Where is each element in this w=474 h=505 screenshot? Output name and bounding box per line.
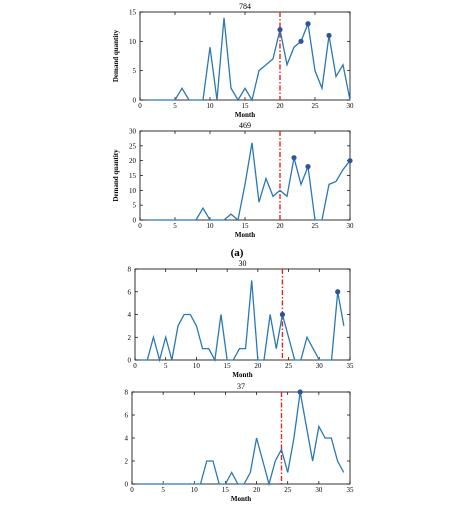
x-tick-label: 20 [277, 102, 285, 110]
x-axis-label: Month [231, 495, 251, 503]
y-tick-label: 10 [129, 38, 137, 46]
x-tick-label: 15 [242, 222, 250, 230]
x-tick-label: 25 [312, 102, 320, 110]
x-tick-label: 15 [222, 486, 230, 494]
y-tick-label: 15 [129, 9, 137, 17]
x-tick-label: 10 [191, 486, 199, 494]
x-tick-label: 30 [316, 362, 324, 370]
x-tick-label: 5 [164, 362, 168, 370]
x-tick-label: 30 [347, 222, 355, 230]
chart-panel-4: 0 5 10 15 20 25 30 35 0 2 4 6 8 37 Month [125, 382, 355, 503]
chart-title: 30 [239, 259, 247, 268]
y-tick-label: 5 [133, 202, 137, 210]
chart-title: 784 [239, 2, 251, 11]
x-tick-label: 0 [138, 102, 142, 110]
y-tick-label: 0 [133, 97, 137, 105]
x-tick-label: 10 [207, 102, 215, 110]
x-tick-label: 10 [207, 222, 215, 230]
series-line [138, 391, 345, 487]
data-point-marker [277, 27, 283, 33]
plot-frame [134, 268, 351, 361]
y-tick-label: 6 [128, 288, 132, 296]
y-tick-label: 6 [125, 412, 129, 420]
x-tick-label: 35 [347, 362, 355, 370]
y-tick-label: 10 [129, 187, 137, 195]
y-tick-label: 8 [125, 389, 129, 397]
y-tick-label: 0 [125, 481, 129, 489]
chart-title: 469 [239, 121, 251, 130]
plot-frame [139, 11, 351, 101]
chart-panel-3: 0 5 10 15 20 25 30 35 0 2 4 6 8 30 Month [128, 259, 355, 379]
x-tick-label: 15 [224, 362, 232, 370]
data-point-marker [298, 38, 304, 44]
x-tick-label: 10 [193, 362, 201, 370]
data-point-marker [305, 21, 311, 27]
x-tick-label: 15 [242, 102, 250, 110]
y-tick-label: 2 [125, 458, 129, 466]
x-tick-label: 5 [161, 486, 165, 494]
x-axis-label: Month [235, 231, 255, 239]
x-tick-label: 0 [138, 222, 142, 230]
data-point-marker [279, 311, 286, 318]
data-point-marker [305, 164, 311, 170]
x-tick-label: 5 [173, 222, 177, 230]
y-tick-label: 20 [129, 157, 137, 165]
data-point-marker [326, 32, 332, 39]
y-tick-label: 0 [133, 217, 137, 225]
data-point-marker [335, 289, 341, 295]
x-tick-label: 35 [347, 486, 355, 494]
x-tick-label: 20 [277, 222, 285, 230]
x-tick-label: 25 [284, 486, 292, 494]
data-point-marker [291, 155, 297, 161]
y-tick-label: 15 [129, 172, 137, 180]
y-axis-label: Demand quantity [112, 29, 120, 82]
plot-frame [139, 130, 351, 221]
y-tick-label: 0 [128, 357, 132, 365]
x-tick-label: 25 [312, 222, 320, 230]
x-tick-label: 5 [173, 102, 177, 110]
y-tick-label: 4 [128, 311, 132, 319]
chart-title: 37 [237, 382, 245, 391]
x-axis-label: Month [235, 111, 255, 119]
x-tick-label: 20 [253, 486, 261, 494]
y-tick-label: 30 [129, 128, 137, 136]
series-line [141, 280, 345, 363]
series-line [147, 17, 351, 102]
y-axis-label: Demand quantity [112, 149, 120, 202]
x-tick-label: 0 [133, 362, 137, 370]
data-point-marker [347, 158, 353, 164]
chart-panel-2: 0 5 10 15 20 25 30 0 5 10 15 20 25 30 469 Month Demand q… [112, 121, 354, 239]
x-axis-label: Month [232, 371, 252, 379]
y-tick-label: 25 [129, 142, 137, 150]
x-tick-label: 30 [347, 102, 355, 110]
x-tick-label: 20 [254, 362, 262, 370]
y-tick-label: 5 [133, 67, 137, 75]
x-tick-label: 30 [315, 486, 323, 494]
x-tick-label: 25 [285, 362, 293, 370]
series-line [147, 142, 351, 222]
data-point-marker [297, 389, 303, 395]
y-tick-label: 2 [128, 334, 132, 342]
y-tick-label: 8 [128, 266, 132, 274]
y-tick-label: 4 [125, 435, 129, 443]
x-tick-label: 0 [130, 486, 134, 494]
chart-panel-1: 0 5 10 15 20 25 30 0 5 10 15 784 Month Demand quantit… [112, 2, 354, 119]
panel-label: (a) [231, 247, 244, 259]
